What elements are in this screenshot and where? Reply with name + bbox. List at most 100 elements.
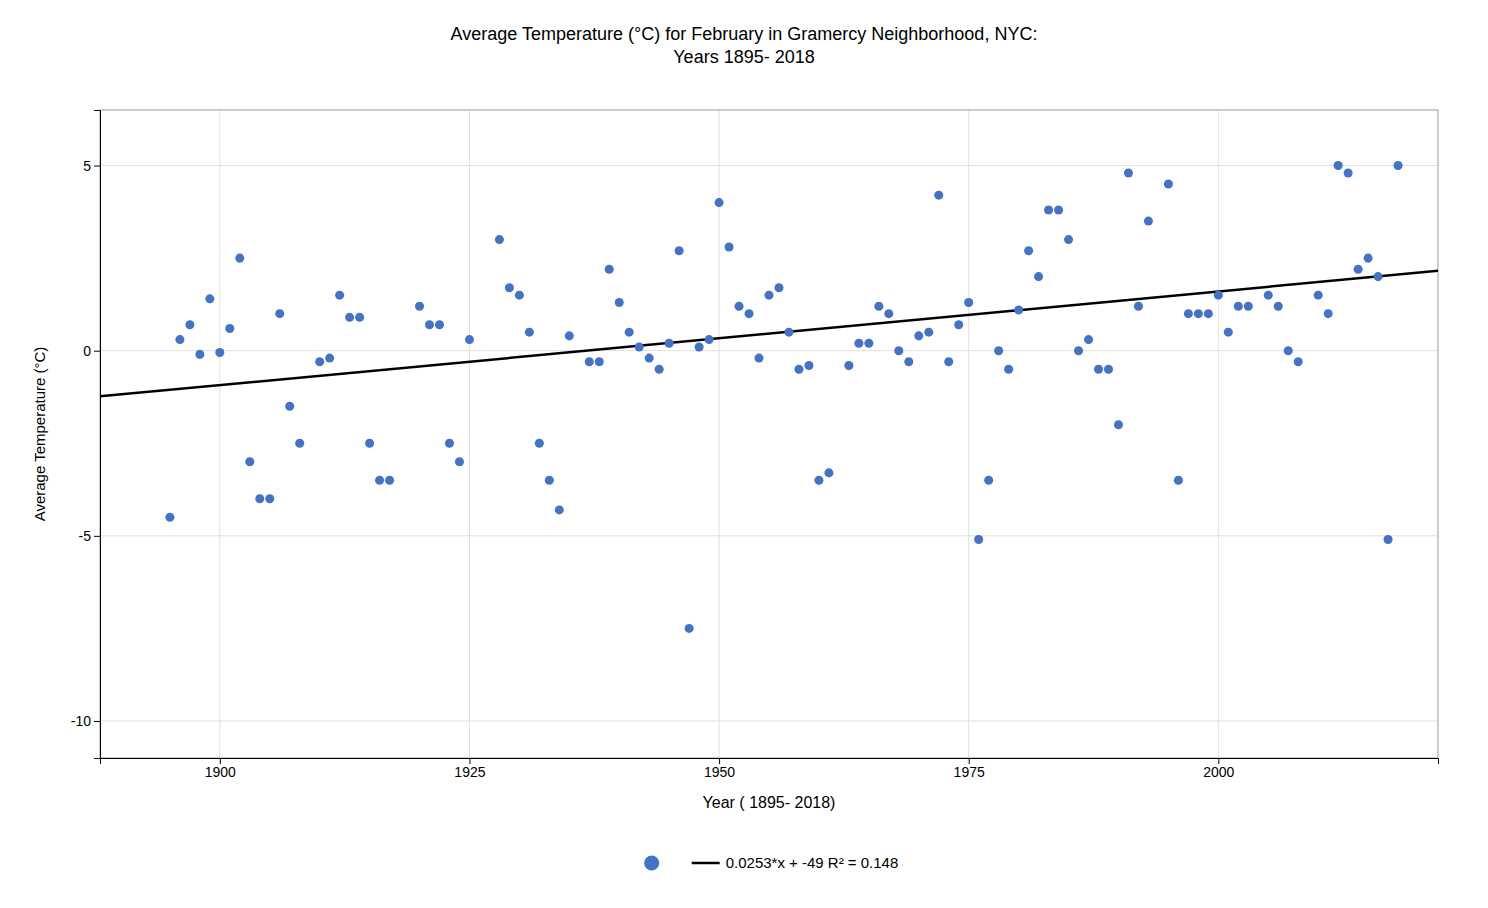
scatter-point — [1134, 302, 1143, 311]
x-axis-tick: 1900 — [205, 758, 236, 780]
scatter-point — [625, 328, 634, 337]
x-axis-tick-label: 1900 — [205, 764, 236, 780]
scatter-point — [715, 198, 724, 207]
scatter-point — [685, 624, 694, 633]
scatter-point — [1324, 309, 1333, 318]
scatter-point — [944, 357, 953, 366]
legend: 0.0253*x + -49 R² = 0.148 — [644, 854, 898, 871]
scatter-point — [1264, 291, 1273, 300]
scatter-point — [814, 476, 823, 485]
scatter-point — [934, 191, 943, 200]
scatter-point — [235, 254, 244, 263]
scatter-point — [745, 309, 754, 318]
scatter-point — [1354, 265, 1363, 274]
scatter-point — [1084, 335, 1093, 344]
y-axis-tick: 5 — [83, 158, 100, 174]
scatter-point — [545, 476, 554, 485]
y-axis-title: Average Temperature (°C) — [31, 347, 48, 522]
scatter-point — [225, 324, 234, 333]
scatter-point — [884, 309, 893, 318]
scatter-point — [455, 457, 464, 466]
scatter-point — [964, 298, 973, 307]
grid-line — [100, 350, 1438, 351]
scatter-point — [1164, 180, 1173, 189]
scatter-point — [535, 439, 544, 448]
grid-line — [219, 110, 220, 758]
chart: 19001925195019752000-10-505Year ( 1895- … — [0, 0, 1488, 908]
y-axis-tick: -5 — [79, 528, 100, 544]
scatter-point — [924, 328, 933, 337]
scatter-point — [355, 313, 364, 322]
scatter-point — [1284, 346, 1293, 355]
scatter-point — [635, 342, 644, 351]
scatter-point — [515, 291, 524, 300]
y-axis-tick-label: -5 — [79, 528, 92, 544]
scatter-point — [804, 361, 813, 370]
y-axis: -10 -5 0 5 — [71, 111, 101, 759]
scatter-point — [1114, 420, 1123, 429]
scatter-point — [1204, 309, 1213, 318]
scatter-point — [1394, 161, 1403, 170]
scatter-point — [675, 246, 684, 255]
scatter-point — [1224, 328, 1233, 337]
x-axis-tick: 1975 — [954, 758, 985, 780]
scatter-point — [265, 494, 274, 503]
scatter-point — [1214, 291, 1223, 300]
legend-swatch — [692, 862, 720, 865]
scatter-point — [325, 354, 334, 363]
scatter-point — [755, 354, 764, 363]
grid-line — [719, 110, 720, 758]
grid-line — [968, 110, 969, 758]
scatter-point — [864, 339, 873, 348]
legend-marker — [644, 855, 659, 870]
scatter-point — [695, 342, 704, 351]
scatter-point — [894, 346, 903, 355]
scatter-point — [844, 361, 853, 370]
scatter-point — [385, 476, 394, 485]
legend-label: 0.0253*x + -49 R² = 0.148 — [726, 854, 899, 871]
scatter-point — [1294, 357, 1303, 366]
scatter-point — [904, 357, 913, 366]
x-axis-tick: 1925 — [454, 758, 485, 780]
title-line: Years 1895- 2018 — [673, 47, 814, 67]
y-axis-tick: -10 — [71, 713, 100, 729]
legend-item: 0.0253*x + -49 R² = 0.148 — [692, 854, 899, 871]
y-axis-tick-mark — [94, 536, 100, 537]
grid — [100, 110, 1438, 758]
scatter-point — [1384, 535, 1393, 544]
scatter-point — [255, 494, 264, 503]
scatter-point — [285, 402, 294, 411]
scatter-point — [345, 313, 354, 322]
scatter-point — [375, 476, 384, 485]
scatter-point — [1094, 365, 1103, 374]
scatter-point — [1174, 476, 1183, 485]
x-axis-tick-label: 1950 — [704, 764, 735, 780]
y-axis-tick-mark — [94, 166, 100, 167]
scatter-point — [1004, 365, 1013, 374]
scatter-point — [984, 476, 993, 485]
x-axis-tick-label: 1975 — [954, 764, 985, 780]
scatter-point — [994, 346, 1003, 355]
scatter-point — [195, 350, 204, 359]
y-axis-line — [94, 111, 101, 759]
scatter-point — [245, 457, 254, 466]
marks — [100, 161, 1438, 633]
y-axis-tick: 0 — [83, 343, 100, 359]
scatter-point — [874, 302, 883, 311]
y-axis-tick-mark — [94, 721, 100, 722]
scatter-point — [655, 365, 664, 374]
scatter-point — [175, 335, 184, 344]
scatter-point — [974, 535, 983, 544]
scatter-point — [335, 291, 344, 300]
plot: 19001925195019752000-10-505Year ( 1895- … — [31, 110, 1439, 811]
scatter-point — [1044, 205, 1053, 214]
scatter-point — [275, 309, 284, 318]
scatter-point — [914, 331, 923, 340]
scatter-point — [565, 331, 574, 340]
scatter-point — [1184, 309, 1193, 318]
scatter-point — [1274, 302, 1283, 311]
legend-item — [644, 855, 659, 870]
scatter-point — [295, 439, 304, 448]
scatter-point — [595, 357, 604, 366]
scatter-point — [1194, 309, 1203, 318]
